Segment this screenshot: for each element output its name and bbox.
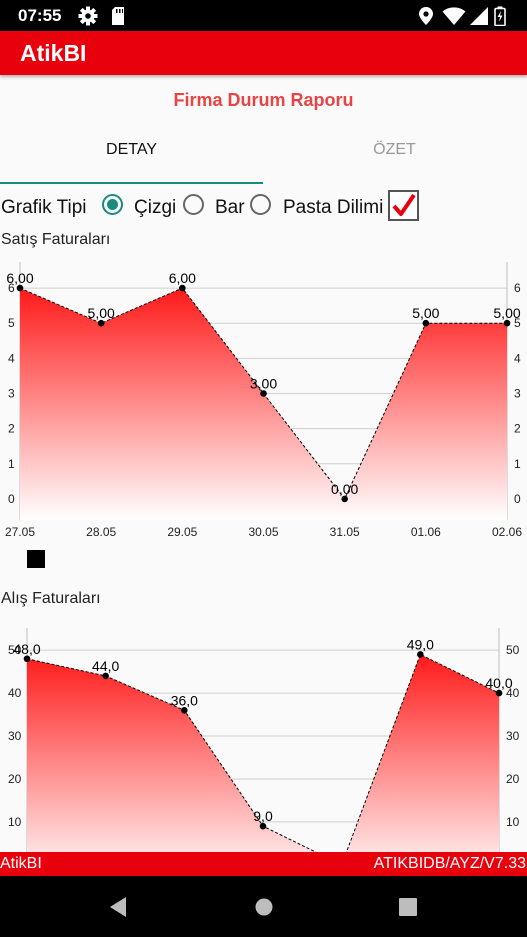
x-tick-label: 30.05 [248, 525, 278, 539]
show-values-checkbox[interactable] [388, 190, 419, 221]
y-tick-label-left: 0 [8, 492, 15, 506]
data-label: 9,0 [253, 808, 273, 824]
radio-pie[interactable] [250, 194, 271, 215]
y-tick-label-left: 30 [8, 729, 22, 743]
report-title: Firma Durum Raporu [173, 90, 354, 110]
y-tick-label-left: 6 [8, 281, 15, 295]
data-label: 5,00 [412, 305, 439, 321]
bottom-version: ATIKBIDB/AYZ/V7.33 [373, 855, 526, 872]
app-title: AtikBI [20, 40, 87, 66]
y-tick-label-left: 1 [8, 457, 15, 471]
status-bar: 07:55 [0, 0, 527, 31]
y-tick-label-left: 40 [8, 686, 22, 700]
y-tick-label-right: 5 [514, 316, 521, 330]
y-tick-label-right: 50 [506, 643, 520, 657]
radio-bar[interactable] [183, 194, 204, 215]
data-point [341, 495, 348, 503]
y-tick-label-right: 3 [514, 387, 521, 401]
data-point [503, 319, 511, 327]
x-tick-label: 02.06 [492, 525, 522, 539]
home-icon[interactable] [254, 897, 274, 917]
x-tick-label: 27.05 [5, 525, 35, 539]
y-tick-label-left: 2 [8, 422, 15, 436]
battery-charging-icon [494, 6, 506, 26]
y-tick-label-right: 30 [506, 729, 520, 743]
sales-chart-legend-swatch [27, 550, 45, 568]
tab-ozet[interactable]: ÖZET [373, 141, 416, 158]
y-tick-label-right: 6 [514, 281, 521, 295]
app-bar: AtikBI [0, 31, 527, 75]
x-tick-label: 28.05 [86, 525, 116, 539]
y-tick-label-left: 20 [8, 772, 22, 786]
data-point [495, 689, 503, 697]
data-label: 49,0 [407, 636, 434, 652]
y-tick-label-right: 10 [506, 815, 520, 829]
data-point [181, 706, 188, 714]
sales-chart: 0 01 12 23 34 45 56 66,005,006,003,000,005,00 5,… [5, 262, 522, 539]
data-label: 5,00 [493, 305, 520, 321]
series-area [20, 288, 508, 520]
data-point [16, 284, 24, 292]
back-icon[interactable] [108, 896, 128, 918]
signal-icon [470, 7, 488, 25]
sd-card-icon [112, 7, 124, 25]
tab-indicator [0, 182, 263, 184]
y-tick-label-left: 4 [8, 351, 15, 365]
bottom-bar: AtikBI ATIKBIDB/AYZ/V7.33 [0, 852, 527, 876]
recents-icon[interactable] [399, 898, 417, 916]
series-area [27, 654, 500, 852]
data-label: 3,00 [250, 376, 277, 392]
radio-line-label[interactable]: Çizgi [134, 197, 177, 218]
sales-chart-title: Satış Faturaları [1, 231, 111, 248]
y-tick-label-left: 50 [8, 643, 22, 657]
bottom-app-name: AtikBI [0, 855, 42, 872]
data-label: 40,0 [485, 675, 512, 691]
y-tick-label-right: 4 [514, 351, 521, 365]
data-label: 6,00 [6, 270, 33, 286]
data-label: 0,00 [331, 481, 358, 497]
y-tick-label-right: 2 [514, 422, 521, 436]
data-label: 6,00 [169, 270, 196, 286]
checkmark-icon [392, 193, 416, 216]
wifi-icon [442, 7, 466, 25]
y-tick-label-right: 0 [514, 492, 521, 506]
tab-detay[interactable]: DETAY [106, 141, 157, 158]
data-label: 44,0 [92, 658, 119, 674]
chart-type-label: Grafik Tipi [1, 197, 87, 218]
status-time: 07:55 [18, 6, 62, 25]
radio-bar-label[interactable]: Bar [215, 197, 245, 218]
data-point [259, 822, 267, 830]
y-tick-label-right: 20 [506, 772, 520, 786]
radio-line[interactable] [102, 194, 123, 215]
y-tick-label-left: 3 [8, 387, 15, 401]
location-icon [419, 7, 433, 25]
data-label: 36,0 [171, 692, 198, 708]
x-tick-label: 31.05 [330, 525, 360, 539]
navigation-bar [0, 876, 527, 937]
settings-icon [78, 6, 98, 26]
y-tick-label-left: 10 [8, 815, 22, 829]
y-tick-label-right: 1 [514, 457, 521, 471]
data-point [23, 655, 31, 663]
data-point [179, 284, 186, 292]
data-point [102, 672, 109, 680]
radio-pie-label[interactable]: Pasta Dilimi [283, 197, 384, 218]
data-point [422, 319, 430, 327]
data-point [260, 390, 267, 397]
data-point [97, 319, 105, 327]
purchase-chart-title: Alış Faturaları [1, 590, 101, 607]
data-label: 5,00 [88, 305, 115, 321]
chart-type-options: Grafik Tipi Çizgi Bar Pasta Dilimi [0, 190, 527, 224]
x-tick-label: 29.05 [167, 525, 197, 539]
data-label: 48,0 [13, 641, 40, 657]
y-tick-label-left: 5 [8, 316, 15, 330]
data-point [417, 651, 424, 658]
y-tick-label-right: 40 [506, 686, 520, 700]
x-tick-label: 01.06 [411, 525, 441, 539]
